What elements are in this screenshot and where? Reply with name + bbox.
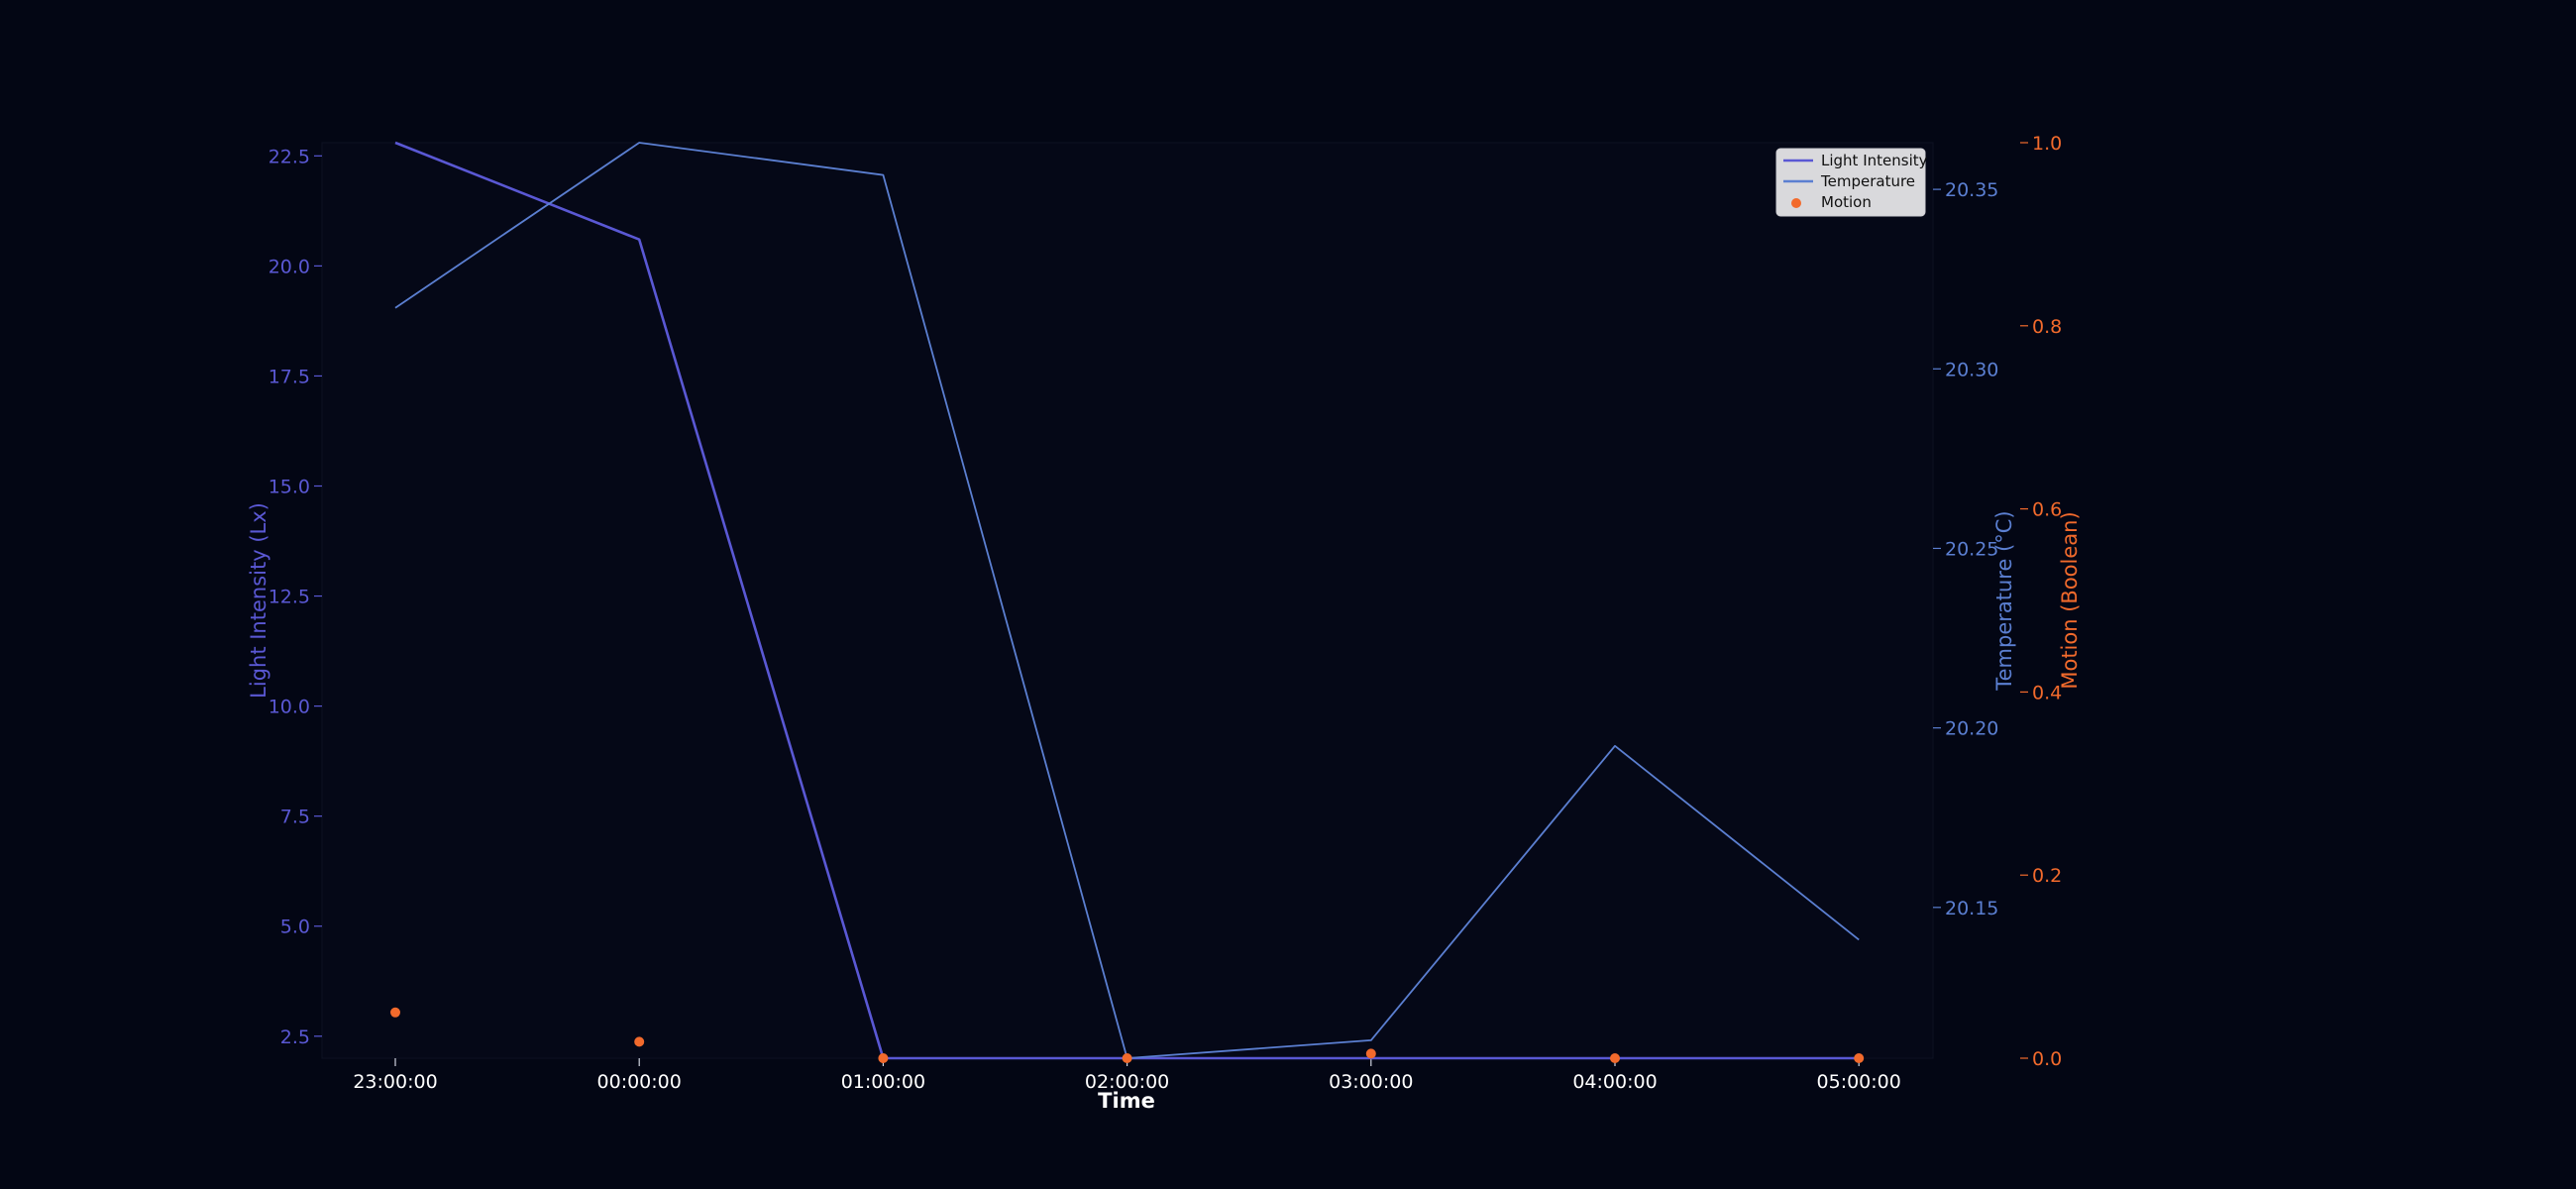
x-tick-label: 01:00:00 xyxy=(841,1071,925,1093)
motion-axis-title: Motion (Boolean) xyxy=(2058,511,2082,689)
series-point-motion xyxy=(1122,1053,1132,1063)
legend-box xyxy=(1775,148,1926,217)
legend: Light Intensity Temperature Motion xyxy=(1775,148,1928,217)
x-axis-title: Time xyxy=(1098,1089,1155,1113)
left-tick-label: 22.5 xyxy=(268,146,310,167)
left-tick-label: 10.0 xyxy=(268,697,310,718)
x-tick-label: 23:00:00 xyxy=(353,1071,437,1093)
right2-tick-label: 0.6 xyxy=(2032,499,2062,521)
legend-label-motion: Motion xyxy=(1821,193,1872,211)
right2-tick-label: 0.4 xyxy=(2032,682,2062,703)
right-tick-label: 20.30 xyxy=(1945,359,1998,380)
light-intensity-axis: 2.5 5.0 7.5 10.0 12.5 15.0 17.5 20.0 22.5 xyxy=(268,146,322,1048)
x-tick-label: 00:00:00 xyxy=(597,1071,682,1093)
series-point-motion xyxy=(878,1053,889,1063)
left-tick-label: 5.0 xyxy=(280,917,310,938)
left-tick-label: 15.0 xyxy=(268,477,310,498)
x-tick-label: 04:00:00 xyxy=(1572,1071,1657,1093)
temperature-axis: 20.15 20.20 20.25 20.30 20.35 xyxy=(1933,179,1998,919)
legend-label-temperature: Temperature xyxy=(1820,172,1915,190)
left-tick-label: 12.5 xyxy=(268,587,310,608)
left-tick-label: 17.5 xyxy=(268,366,310,387)
right2-tick-label: 0.2 xyxy=(2032,865,2062,887)
plot-area xyxy=(321,142,1934,1059)
x-tick-label: 05:00:00 xyxy=(1817,1071,1901,1093)
series-point-motion xyxy=(1854,1053,1865,1063)
left-tick-label: 20.0 xyxy=(268,256,310,277)
x-axis: 23:00:00 00:00:00 01:00:00 02:00:00 03:00:00… xyxy=(353,1058,1901,1093)
right-tick-label: 20.20 xyxy=(1945,718,1998,740)
temperature-axis-title: Temperature (°C) xyxy=(1992,510,2016,691)
left-tick-label: 7.5 xyxy=(280,807,310,828)
right-tick-label: 20.35 xyxy=(1945,179,1998,201)
series-point-motion xyxy=(1610,1053,1620,1063)
x-tick-label: 02:00:00 xyxy=(1085,1071,1169,1093)
series-point-motion xyxy=(634,1036,645,1047)
right-tick-label: 20.25 xyxy=(1945,538,1998,560)
left-tick-label: 2.5 xyxy=(280,1027,310,1048)
right-tick-label: 20.15 xyxy=(1945,898,1998,919)
legend-label-light-intensity: Light Intensity xyxy=(1821,152,1928,169)
series-point-motion xyxy=(1365,1048,1376,1059)
right2-tick-label: 0.0 xyxy=(2032,1048,2062,1070)
right2-tick-label: 0.8 xyxy=(2032,316,2062,338)
x-tick-label: 03:00:00 xyxy=(1329,1071,1413,1093)
motion-axis: 0.0 0.2 0.4 0.6 0.8 1.0 xyxy=(2020,133,2062,1070)
right2-tick-label: 1.0 xyxy=(2032,133,2062,155)
series-point-motion xyxy=(390,1007,400,1018)
series-layer xyxy=(390,141,1865,1063)
legend-swatch-motion xyxy=(1791,198,1801,208)
light-intensity-axis-title: Light Intensity (Lx) xyxy=(247,502,270,699)
